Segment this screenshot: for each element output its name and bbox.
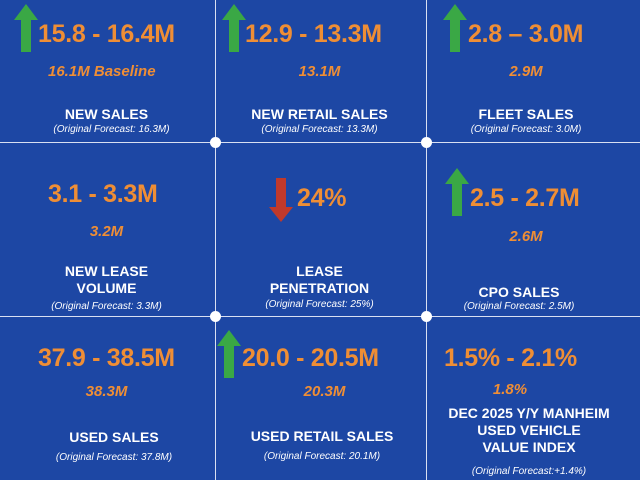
manheim-index-card: 1.5% - 2.1% 1.8% DEC 2025 Y/Y MANHEIM US… [426,320,639,480]
manheim-index-label: DEC 2025 Y/Y MANHEIM USED VEHICLE VALUE … [426,405,632,456]
grid-divider [0,316,640,317]
fleet-sales-value: 2.8 – 3.0M [468,20,584,48]
grid-node [210,311,221,322]
new-lease-volume-label-line1: NEW LEASE [64,263,149,279]
grid-node [421,137,432,148]
new-sales-baseline: 16.1M Baseline [48,63,156,80]
new-lease-volume-label-line2: VOLUME [76,280,137,296]
fleet-sales-baseline: 2.9M [509,63,543,80]
new-lease-volume-value: 3.1 - 3.3M [48,180,158,208]
lease-penetration-card: 24% LEASE PENETRATION (Original Forecast… [213,160,426,320]
new-retail-sales-note: (Original Forecast: 13.3M) [261,124,378,135]
used-retail-sales-card: 20.0 - 20.5M 20.3M USED RETAIL SALES (Or… [213,320,426,480]
lease-penetration-value: 24% [297,184,347,212]
grid-node [421,311,432,322]
new-retail-sales-value: 12.9 - 13.3M [245,20,382,48]
used-sales-card: 37.9 - 38.5M 38.3M USED SALES (Original … [0,320,213,480]
cpo-sales-label: CPO SALES [478,284,560,300]
used-sales-label: USED SALES [69,429,159,445]
used-sales-value: 37.9 - 38.5M [38,344,175,372]
cpo-sales-note: (Original Forecast: 2.5M) [463,301,575,312]
used-retail-sales-label: USED RETAIL SALES [250,428,394,444]
new-lease-volume-label: NEW LEASE VOLUME [0,263,213,297]
grid-node [210,137,221,148]
used-retail-sales-baseline: 20.3M [303,383,346,400]
new-lease-volume-note: (Original Forecast: 3.3M) [51,301,162,312]
up-arrow-icon [443,4,467,52]
lease-penetration-note: (Original Forecast: 25%) [265,299,374,310]
cpo-sales-baseline: 2.6M [509,228,543,245]
up-arrow-icon [14,4,38,52]
fleet-sales-label: FLEET SALES [478,106,574,122]
lease-penetration-label-line1: LEASE [296,263,343,279]
manheim-index-label-line3: VALUE INDEX [482,439,576,455]
down-arrow-icon [269,178,293,222]
cpo-sales-value: 2.5 - 2.7M [470,184,580,212]
fleet-sales-card: 2.8 – 3.0M 2.9M FLEET SALES (Original Fo… [426,0,639,160]
used-retail-sales-note: (Original Forecast: 20.1M) [263,451,381,462]
used-retail-sales-value: 20.0 - 20.5M [242,344,379,372]
used-sales-note: (Original Forecast: 37.8M) [55,452,173,463]
new-sales-value: 15.8 - 16.4M [38,20,175,48]
cpo-sales-card: 2.5 - 2.7M 2.6M CPO SALES (Original Fore… [426,160,639,320]
up-arrow-icon [445,168,469,216]
new-sales-card: 15.8 - 16.4M 16.1M Baseline NEW SALES (O… [0,0,213,160]
grid-divider [215,0,216,480]
new-retail-sales-label: NEW RETAIL SALES [251,106,388,122]
up-arrow-icon [217,330,241,378]
new-lease-volume-baseline: 3.2M [89,223,124,240]
new-sales-note: (Original Forecast: 16.3M) [53,124,170,135]
manheim-index-note: (Original Forecast:+1.4%) [471,466,587,477]
manheim-index-label-line1: DEC 2025 Y/Y MANHEIM [448,405,610,421]
manheim-index-value: 1.5% - 2.1% [444,344,577,372]
new-retail-sales-card: 12.9 - 13.3M 13.1M NEW RETAIL SALES (Ori… [213,0,426,160]
manheim-index-label-line2: USED VEHICLE [477,422,581,438]
lease-penetration-label: LEASE PENETRATION [213,263,426,297]
used-sales-baseline: 38.3M [85,383,128,400]
up-arrow-icon [222,4,246,52]
fleet-sales-note: (Original Forecast: 3.0M) [470,124,582,135]
lease-penetration-label-line2: PENETRATION [269,280,370,296]
grid-divider [0,142,640,143]
manheim-index-baseline: 1.8% [492,381,528,398]
new-lease-volume-card: 3.1 - 3.3M 3.2M NEW LEASE VOLUME (Origin… [0,160,213,320]
new-sales-label: NEW SALES [64,106,149,122]
new-retail-sales-baseline: 13.1M [298,63,341,80]
grid-divider [426,0,427,480]
